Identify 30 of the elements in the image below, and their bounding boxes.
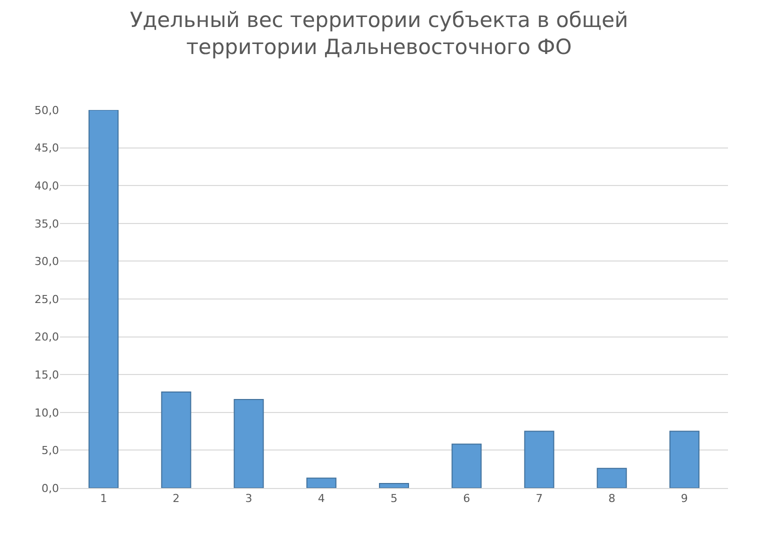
- y-tick-label: 35,0: [34, 217, 59, 230]
- bar: [669, 430, 700, 488]
- bar: [88, 110, 119, 488]
- x-tick-label: 3: [245, 492, 252, 506]
- y-tick-label: 25,0: [34, 292, 59, 306]
- x-tick-label: 6: [463, 492, 470, 506]
- x-tick-label: 2: [172, 492, 180, 506]
- y-tick-label: 50,0: [34, 104, 59, 117]
- y-tick-label: 10,0: [34, 406, 59, 420]
- x-tick-label: 9: [680, 492, 688, 506]
- y-tick-label: 45,0: [34, 142, 59, 155]
- bar: [452, 444, 482, 488]
- y-tick-label: 5,0: [42, 444, 59, 458]
- bar: [524, 430, 554, 488]
- x-tick-label: 5: [390, 492, 398, 506]
- y-tick-label: 20,0: [34, 330, 59, 344]
- y-tick-label: 0,0: [42, 482, 59, 495]
- x-tick-label: 7: [536, 492, 543, 506]
- y-tick-label: 15,0: [34, 368, 59, 382]
- y-tick-label: 40,0: [34, 179, 59, 192]
- bar: [234, 399, 264, 488]
- bar: [306, 478, 336, 488]
- x-tick-label: 4: [318, 492, 325, 506]
- bar: [596, 468, 627, 488]
- bar: [378, 482, 410, 488]
- x-tick-label: 8: [608, 492, 616, 506]
- x-tick-label: 1: [100, 492, 108, 506]
- y-tick-label: 30,0: [34, 255, 59, 268]
- chart-title: Удельный вес территории субъекта в общей территории Дальневосточного ФО: [130, 8, 628, 60]
- bar: [161, 391, 192, 488]
